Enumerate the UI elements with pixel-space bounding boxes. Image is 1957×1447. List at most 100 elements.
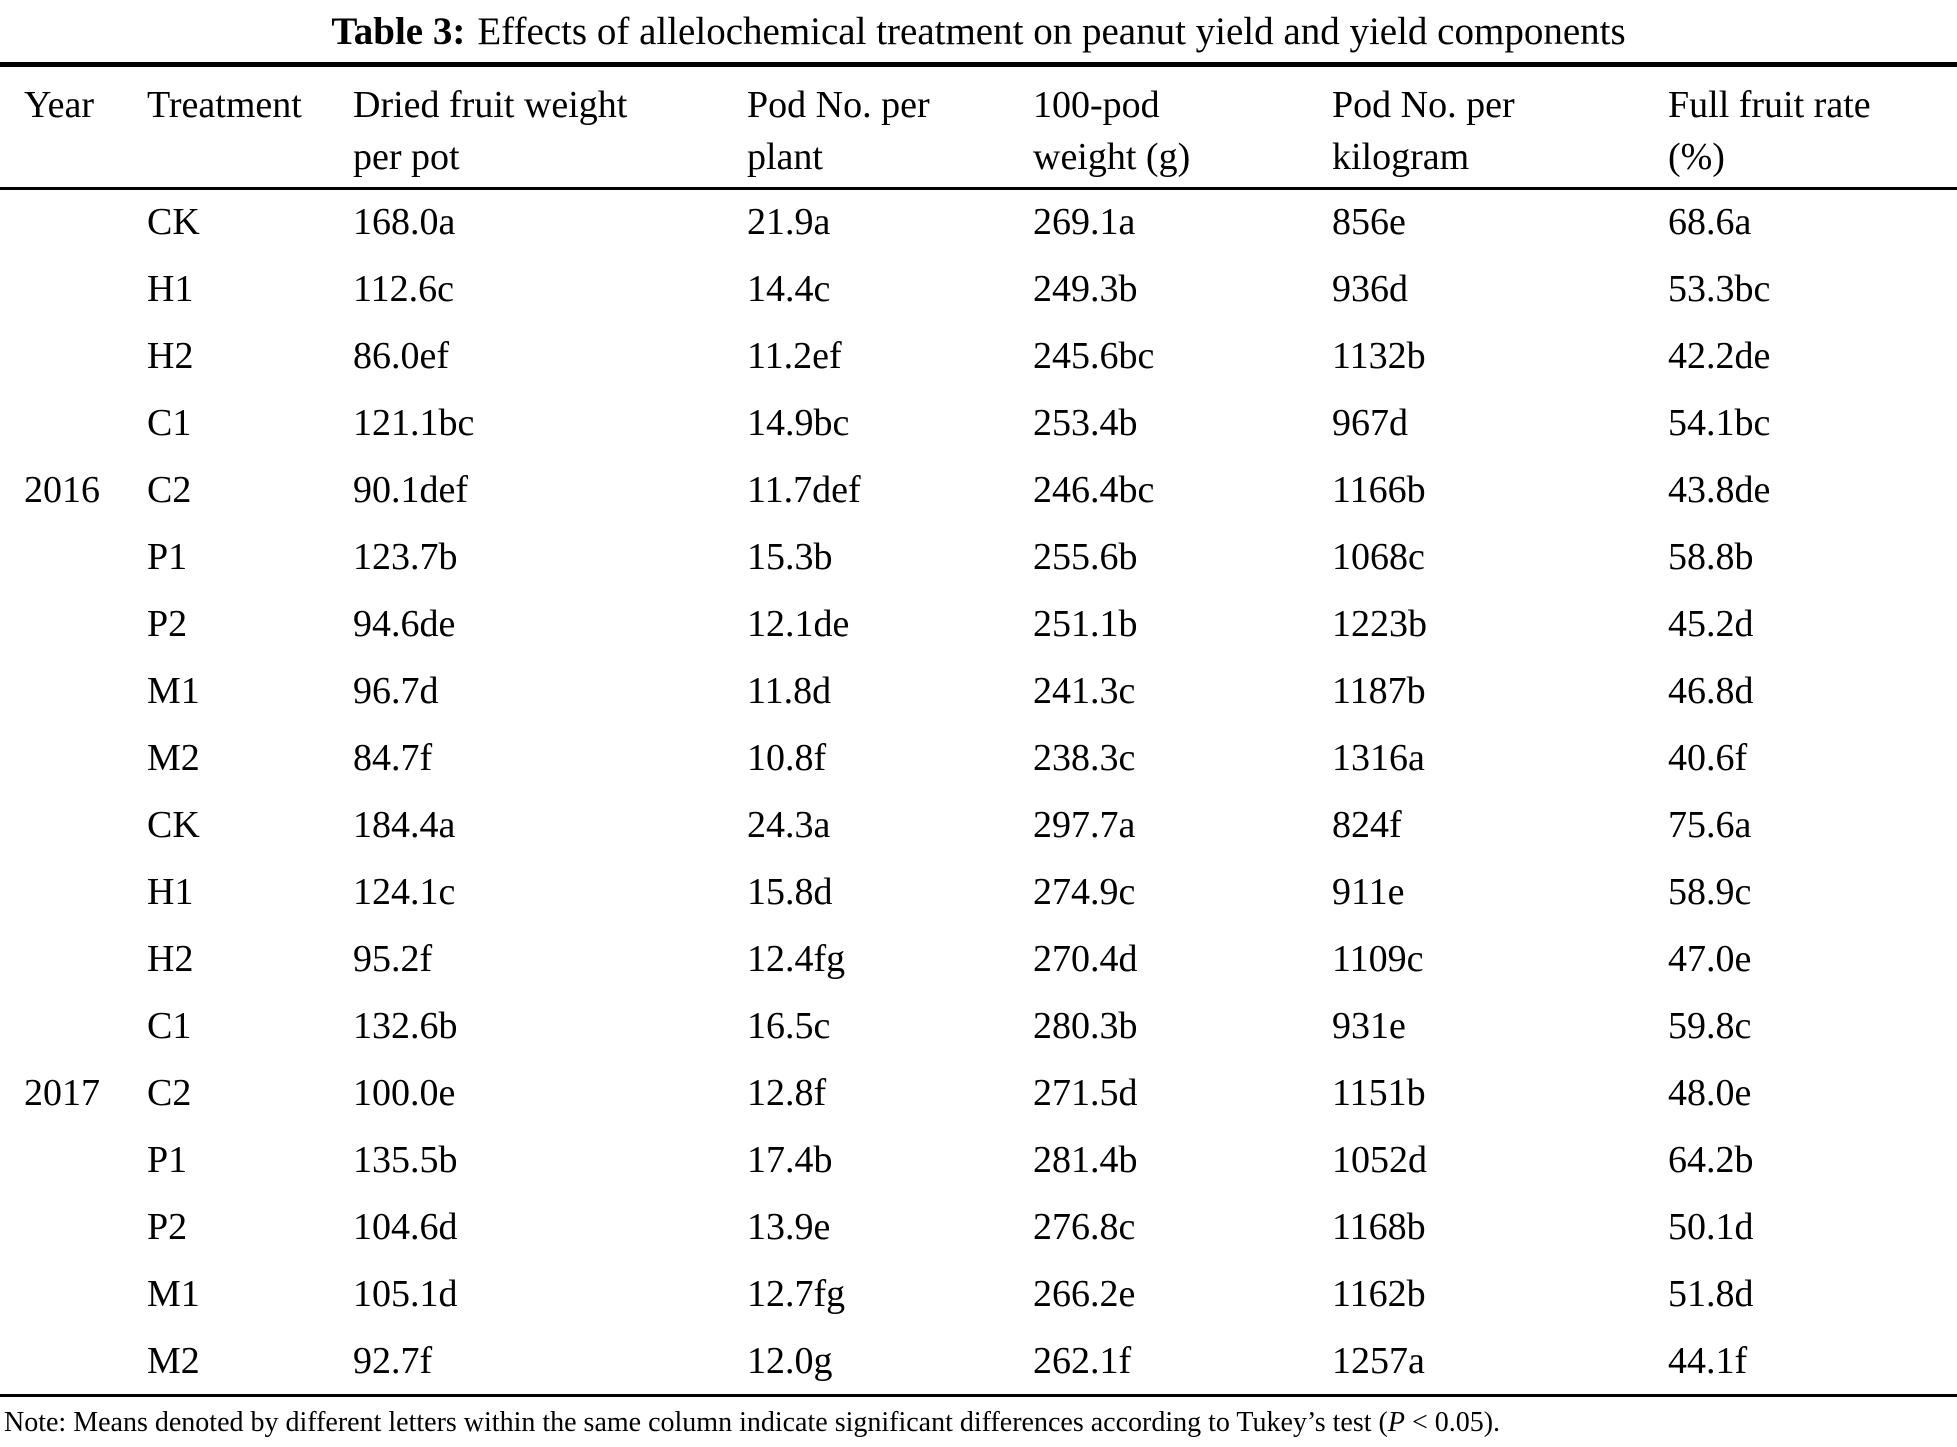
caption-label: Table 3: (331, 10, 466, 53)
cell-100-pod-weight: 270.4d (1033, 937, 1138, 980)
header-line: Full fruit rate (1668, 84, 1871, 126)
table-row: 2016 C2 90.1def 11.7def 246.4bc 1166b 43.8de (0, 456, 1957, 523)
cell-dried-fruit-weight: 96.7d (353, 669, 439, 712)
cell-pod-no-per-plant: 15.8d (747, 870, 833, 913)
cell-year (0, 791, 147, 858)
cell-100-pod-weight: 297.7a (1033, 803, 1136, 846)
cell-full-fruit-rate: 53.3bc (1668, 267, 1771, 310)
bottom-rule (0, 1394, 1957, 1397)
cell-dried-fruit-weight: 135.5b (353, 1138, 458, 1181)
cell-pod-no-per-plant: 12.8f (747, 1071, 827, 1114)
column-header-dried-fruit-weight: Dried fruit weight per pot (353, 67, 747, 190)
cell-treatment: H1 (147, 267, 194, 310)
cell-year (0, 590, 147, 657)
data-table: Year Treatment Dried fruit weight per pot… (0, 67, 1957, 1394)
cell-full-fruit-rate: 64.2b (1668, 1138, 1754, 1181)
header-line: Treatment (147, 84, 302, 126)
cell-100-pod-weight: 276.8c (1033, 1205, 1136, 1248)
cell-treatment: H2 (147, 937, 194, 980)
cell-100-pod-weight: 274.9c (1033, 870, 1136, 913)
cell-pod-no-per-kilogram: 1162b (1332, 1272, 1426, 1315)
cell-100-pod-weight: 241.3c (1033, 669, 1136, 712)
header-line: Year (24, 84, 95, 126)
cell-treatment: H1 (147, 870, 194, 913)
cell-dried-fruit-weight: 95.2f (353, 937, 433, 980)
cell-year (0, 1193, 147, 1260)
header-line: weight (g) (1033, 136, 1191, 178)
cell-pod-no-per-kilogram: 1109c (1332, 937, 1424, 980)
table-row: CK 168.0a 21.9a 269.1a 856e 68.6a (0, 188, 1957, 255)
cell-treatment: CK (147, 803, 200, 846)
table-row: M2 84.7f 10.8f 238.3c 1316a 40.6f (0, 724, 1957, 791)
table-row: C1 121.1bc 14.9bc 253.4b 967d 54.1bc (0, 389, 1957, 456)
table-row: M1 96.7d 11.8d 241.3c 1187b 46.8d (0, 657, 1957, 724)
cell-treatment: M1 (147, 1272, 200, 1315)
table-row: P1 135.5b 17.4b 281.4b 1052d 64.2b (0, 1126, 1957, 1193)
cell-100-pod-weight: 238.3c (1033, 736, 1136, 779)
cell-dried-fruit-weight: 112.6c (353, 267, 454, 310)
cell-treatment: CK (147, 201, 200, 244)
cell-full-fruit-rate: 47.0e (1668, 937, 1752, 980)
cell-full-fruit-rate: 75.6a (1668, 803, 1752, 846)
cell-full-fruit-rate: 68.6a (1668, 201, 1752, 244)
cell-pod-no-per-plant: 16.5c (747, 1004, 831, 1047)
cell-year: 2017 (24, 1071, 100, 1114)
cell-treatment: P1 (147, 535, 188, 578)
cell-pod-no-per-plant: 12.0g (747, 1339, 833, 1382)
cell-year (0, 992, 147, 1059)
cell-full-fruit-rate: 58.8b (1668, 535, 1754, 578)
cell-100-pod-weight: 271.5d (1033, 1071, 1138, 1114)
cell-pod-no-per-plant: 24.3a (747, 803, 831, 846)
cell-treatment: C2 (147, 468, 192, 511)
cell-treatment: P2 (147, 602, 188, 645)
cell-pod-no-per-plant: 11.7def (747, 468, 861, 511)
cell-full-fruit-rate: 50.1d (1668, 1205, 1754, 1248)
header-line: per pot (353, 136, 460, 178)
table-row: H1 124.1c 15.8d 274.9c 911e 58.9c (0, 858, 1957, 925)
column-header-year: Year (0, 67, 147, 190)
cell-pod-no-per-kilogram: 824f (1332, 803, 1402, 846)
cell-full-fruit-rate: 54.1bc (1668, 401, 1771, 444)
cell-dried-fruit-weight: 84.7f (353, 736, 433, 779)
cell-100-pod-weight: 251.1b (1033, 602, 1138, 645)
column-header-pod-no-per-kilogram: Pod No. per kilogram (1332, 67, 1668, 190)
cell-100-pod-weight: 281.4b (1033, 1138, 1138, 1181)
cell-treatment: C1 (147, 1004, 192, 1047)
cell-full-fruit-rate: 40.6f (1668, 736, 1748, 779)
column-header-full-fruit-rate: Full fruit rate (%) (1668, 67, 1957, 190)
cell-100-pod-weight: 269.1a (1033, 201, 1136, 244)
table-row: H1 112.6c 14.4c 249.3b 936d 53.3bc (0, 255, 1957, 322)
cell-dried-fruit-weight: 86.0ef (353, 334, 450, 377)
cell-pod-no-per-kilogram: 931e (1332, 1004, 1406, 1047)
cell-100-pod-weight: 255.6b (1033, 535, 1138, 578)
table-row: P2 94.6de 12.1de 251.1b 1223b 45.2d (0, 590, 1957, 657)
cell-full-fruit-rate: 44.1f (1668, 1339, 1748, 1382)
cell-treatment: P1 (147, 1138, 188, 1181)
cell-pod-no-per-plant: 12.4fg (747, 937, 846, 980)
cell-pod-no-per-kilogram: 1068c (1332, 535, 1425, 578)
cell-year (0, 188, 147, 255)
cell-year (0, 724, 147, 791)
cell-year (0, 322, 147, 389)
cell-pod-no-per-plant: 12.1de (747, 602, 850, 645)
cell-year (0, 389, 147, 456)
cell-pod-no-per-plant: 15.3b (747, 535, 833, 578)
cell-full-fruit-rate: 42.2de (1668, 334, 1771, 377)
cell-100-pod-weight: 280.3b (1033, 1004, 1138, 1047)
cell-100-pod-weight: 266.2e (1033, 1272, 1136, 1315)
cell-year (0, 1260, 147, 1327)
table-row: P2 104.6d 13.9e 276.8c 1168b 50.1d (0, 1193, 1957, 1260)
cell-dried-fruit-weight: 121.1bc (353, 401, 475, 444)
cell-pod-no-per-kilogram: 911e (1332, 870, 1405, 913)
cell-pod-no-per-kilogram: 1316a (1332, 736, 1425, 779)
caption-text: Effects of allelochemical treatment on p… (477, 10, 1626, 53)
cell-pod-no-per-plant: 17.4b (747, 1138, 833, 1181)
note-text: Note: Means denoted by different letters… (4, 1407, 1388, 1438)
cell-dried-fruit-weight: 132.6b (353, 1004, 458, 1047)
header-line: Pod No. per (747, 84, 930, 126)
cell-year (0, 858, 147, 925)
cell-pod-no-per-plant: 13.9e (747, 1205, 831, 1248)
table-note: Note: Means denoted by different letters… (0, 1397, 1957, 1447)
cell-pod-no-per-kilogram: 1052d (1332, 1138, 1427, 1181)
cell-pod-no-per-kilogram: 1257a (1332, 1339, 1425, 1382)
